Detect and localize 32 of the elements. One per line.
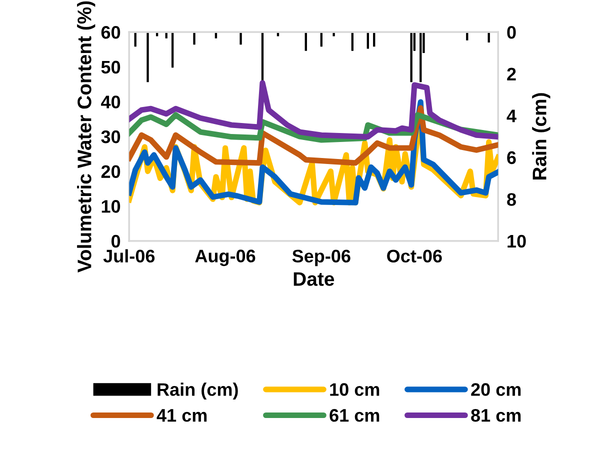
- legend-label: 10 cm: [330, 383, 380, 396]
- y2-axis-title: Rain (cm): [532, 93, 550, 180]
- bar: [193, 32, 196, 45]
- bar: [410, 32, 412, 82]
- y2-tick-label: 8: [507, 193, 516, 206]
- bar: [420, 32, 422, 82]
- y-tick-label: 10: [102, 200, 120, 213]
- legend-label: Rain (cm): [158, 382, 238, 400]
- x-tick-label: Jul-06: [103, 249, 155, 263]
- y-tick-label: 60: [101, 26, 120, 39]
- y-tick-label: 50: [101, 60, 120, 74]
- y-tick-label: 20: [101, 165, 120, 178]
- x-axis-title: Date: [294, 272, 334, 286]
- bar: [171, 32, 174, 68]
- y2-tick-label: 0: [507, 26, 516, 39]
- y-axis-title: Volumetric Water Content (%): [77, 1, 96, 272]
- y-tick-label: 0: [111, 234, 120, 248]
- bar: [146, 32, 149, 82]
- x-tick-label: Oct-06: [387, 250, 442, 263]
- y-tick-label: 30: [101, 130, 120, 144]
- bar: [240, 32, 242, 45]
- x-tick-label: Aug-06: [195, 250, 256, 266]
- y2-tick-label: 4: [506, 110, 516, 122]
- legend-label: 81 cm: [471, 408, 521, 422]
- y2-tick-label: 10: [508, 234, 526, 248]
- x-tick-label: Sep-06: [292, 250, 350, 266]
- y-tick-label: 40: [101, 96, 120, 108]
- y2-tick-label: 2: [507, 68, 516, 80]
- legend-label: 20 cm: [471, 383, 521, 396]
- y2-tick-label: 6: [507, 151, 516, 164]
- legend-label: 61 cm: [330, 408, 380, 422]
- legend-label: 41 cm: [156, 409, 207, 422]
